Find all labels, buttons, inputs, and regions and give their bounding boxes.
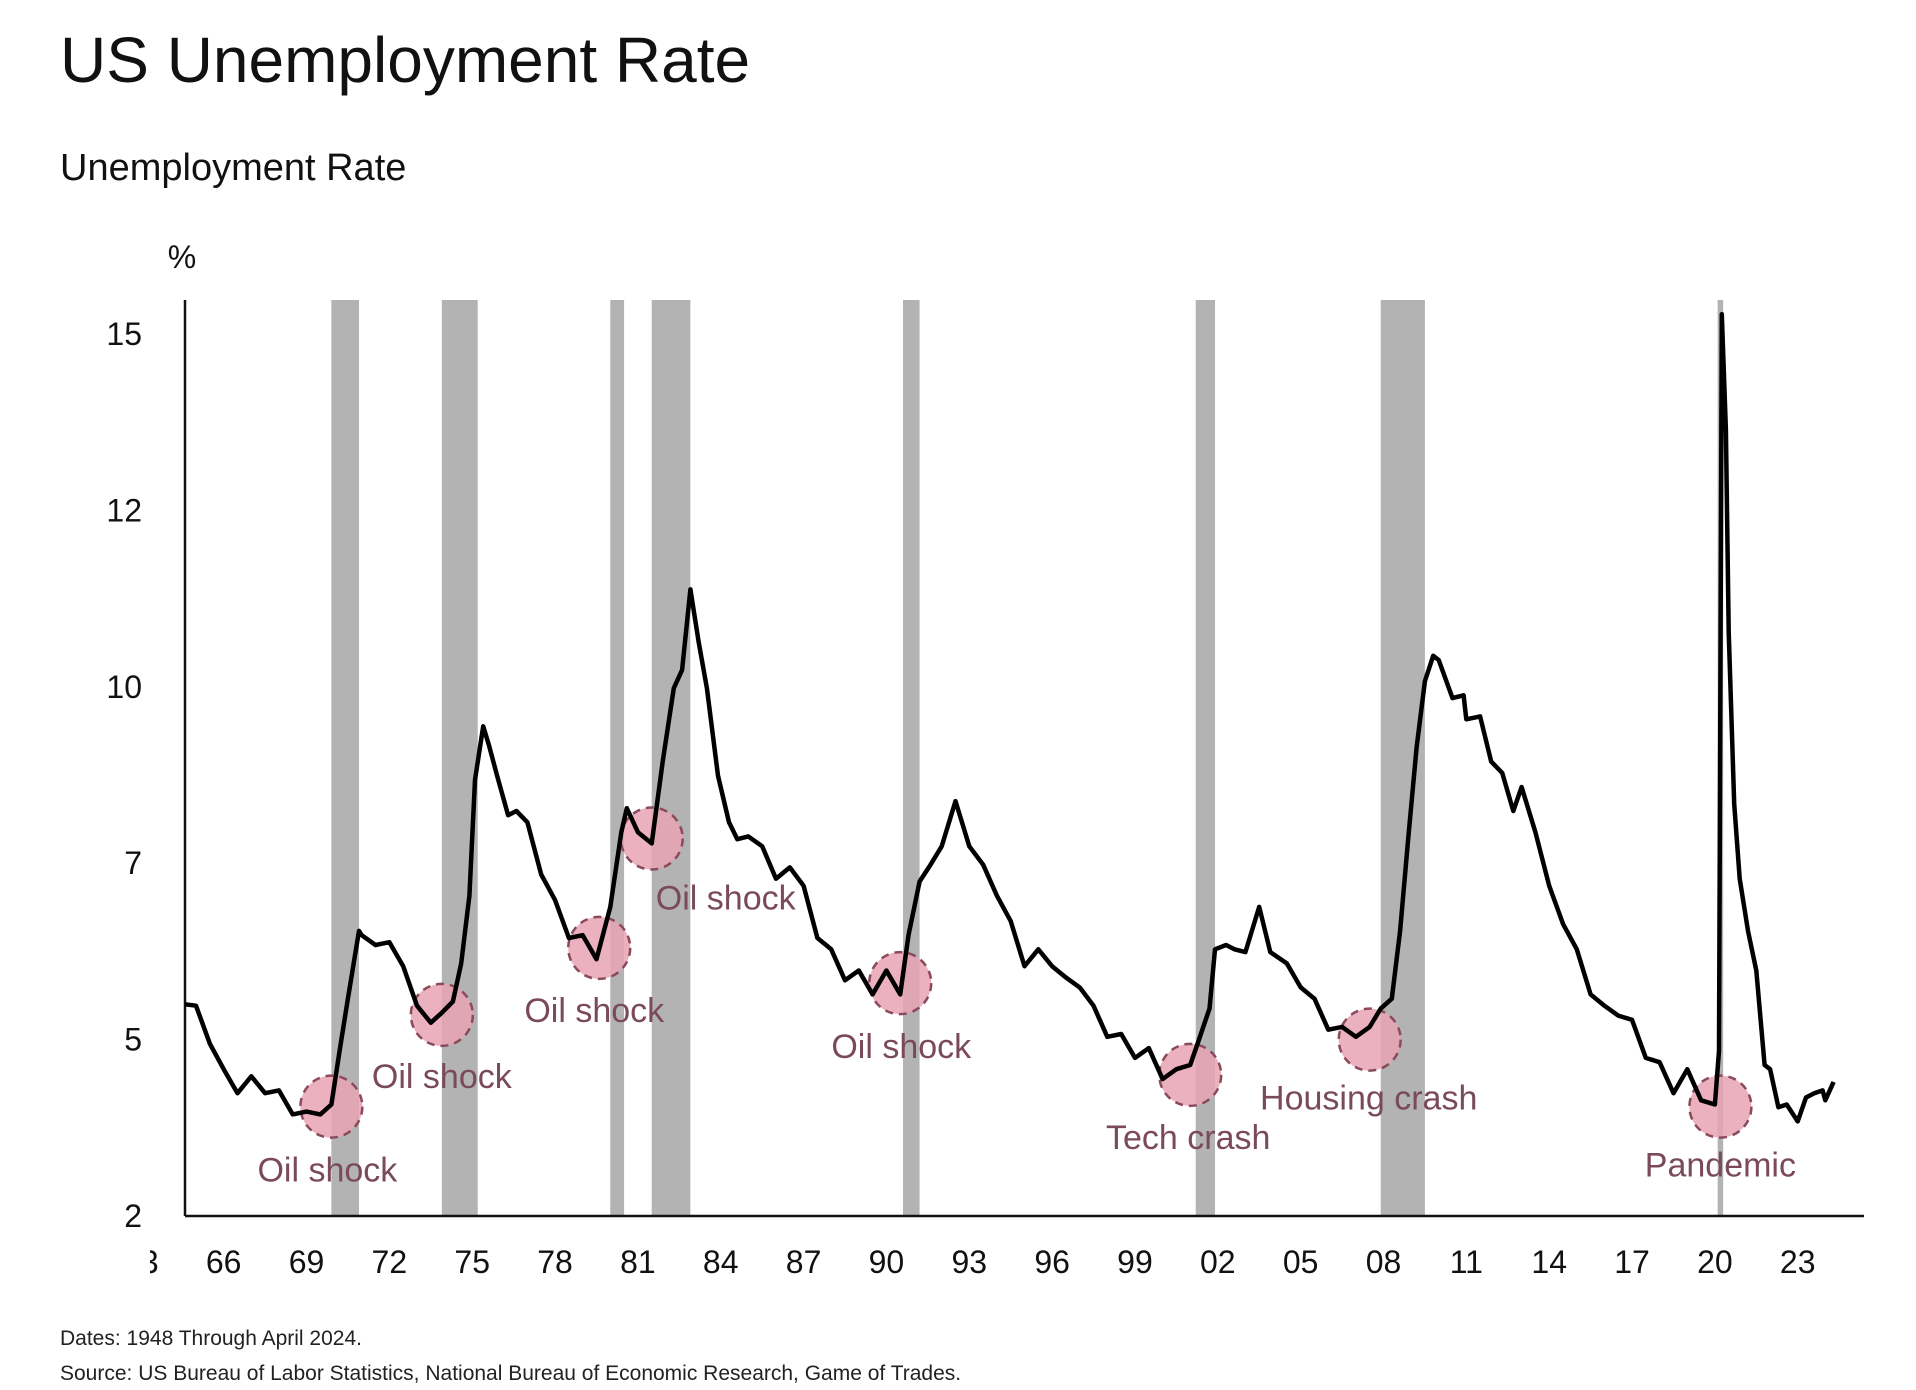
x-tick-label: 11 [1450, 1244, 1483, 1280]
annotation-circle [1337, 1007, 1402, 1072]
y-tick-label: 12 [106, 492, 142, 528]
x-tick-label: 63 [123, 1244, 159, 1280]
x-tick-label: 87 [786, 1244, 822, 1280]
recession-band [1380, 300, 1425, 1216]
recession-band [610, 300, 625, 1216]
x-tick-label: 14 [1531, 1244, 1567, 1280]
x-tick-label: 08 [1366, 1244, 1402, 1280]
annotation-label: Pandemic [1645, 1147, 1796, 1185]
y-axis-ticks: 2 5 7 10 12 15 [106, 316, 142, 1234]
x-tick-label: 84 [703, 1244, 739, 1280]
annotation-label: Oil shock [831, 1028, 972, 1066]
footer-dates: Dates: 1948 Through April 2024. [60, 1327, 362, 1350]
chart-title: US Unemployment Rate [60, 24, 750, 96]
x-tick-label: 75 [454, 1244, 490, 1280]
y-tick-label: 15 [106, 316, 142, 352]
annotation-circle [1688, 1074, 1753, 1139]
annotation-label: Oil shock [656, 880, 797, 918]
annotation-labels: Oil shock Oil shock Oil shock Oil shock Oil … [257, 880, 1796, 1190]
annotation-circles [299, 806, 1753, 1139]
annotation-label: Oil shock [524, 992, 665, 1030]
x-tick-label: 78 [537, 1244, 573, 1280]
annotation-circle [1157, 1042, 1223, 1108]
x-tick-label: 93 [951, 1244, 987, 1280]
chart-subtitle: Unemployment Rate [60, 147, 406, 189]
recession-bands [331, 300, 1724, 1216]
x-tick-label: 05 [1283, 1244, 1319, 1280]
x-tick-label: 99 [1117, 1244, 1153, 1280]
annotation-label: Housing crash [1260, 1080, 1477, 1118]
x-tick-label: 69 [289, 1244, 325, 1280]
x-tick-label: 90 [869, 1244, 905, 1280]
y-tick-label: 2 [124, 1198, 142, 1234]
y-tick-label: 5 [124, 1022, 142, 1058]
recession-band [902, 300, 920, 1216]
x-tick-label: 17 [1614, 1244, 1650, 1280]
annotation-label: Oil shock [372, 1058, 513, 1096]
x-tick-label: 02 [1200, 1244, 1236, 1280]
unemployment-line [184, 311, 1836, 1124]
x-tick-label: 81 [620, 1244, 656, 1280]
y-tick-label: 7 [124, 845, 142, 881]
recession-band [651, 300, 691, 1216]
annotation-label: Oil shock [257, 1152, 398, 1190]
footer-source: Source: US Bureau of Labor Statistics, N… [60, 1362, 961, 1385]
recession-band [441, 300, 478, 1216]
y-tick-label: 10 [106, 669, 142, 705]
x-axis-ticks: 63 66 69 72 75 78 81 84 87 90 93 96 99 02 05 08 11 14 17 20… [123, 1244, 1816, 1280]
x-tick-label: 20 [1697, 1244, 1733, 1280]
x-tick-label: 72 [372, 1244, 408, 1280]
x-tick-label: 23 [1780, 1244, 1816, 1280]
annotation-label: Tech crash [1106, 1119, 1270, 1157]
x-tick-label: 96 [1034, 1244, 1070, 1280]
y-axis-unit: % [168, 239, 196, 275]
x-tick-label: 66 [206, 1244, 242, 1280]
